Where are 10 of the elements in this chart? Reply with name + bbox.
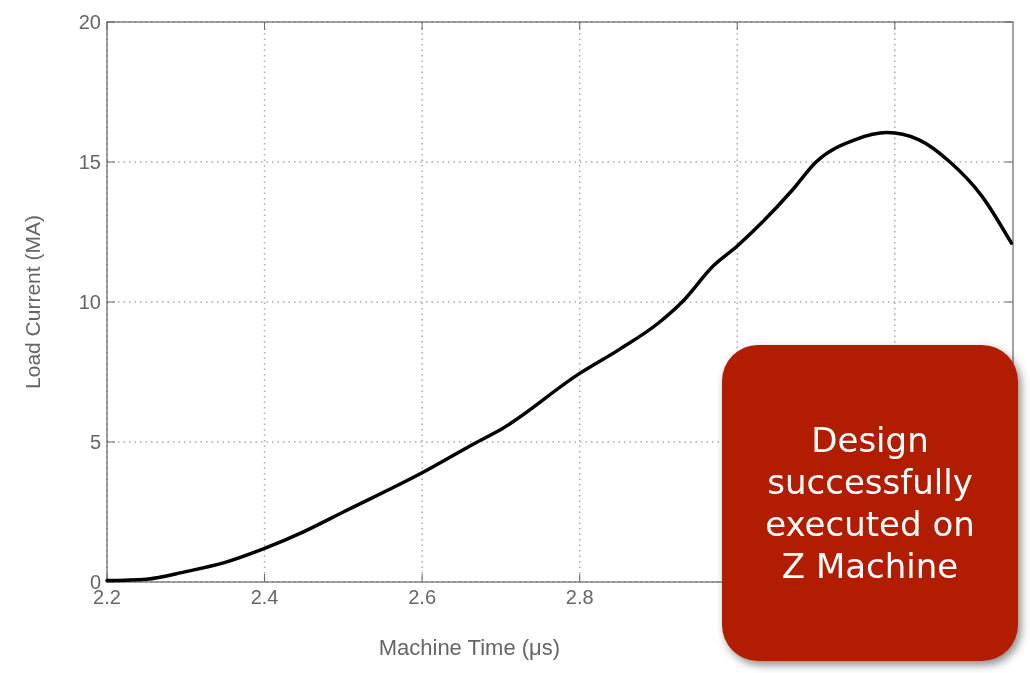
- annotation: Design successfully executed on Z Machine: [765, 420, 975, 586]
- y-tick-label: 20: [78, 11, 101, 33]
- x-axis-title: Machine Time (μs): [378, 635, 561, 660]
- x-tick-label: 2.6: [408, 586, 437, 608]
- y-tick-label: 5: [89, 431, 101, 453]
- y-tick-label: 15: [78, 151, 101, 173]
- x-tick-label: 2.8: [565, 586, 594, 608]
- y-axis-title: Load Current (MA): [21, 215, 44, 389]
- x-tick-label: 2.4: [250, 586, 279, 608]
- y-tick-label: 10: [78, 291, 101, 313]
